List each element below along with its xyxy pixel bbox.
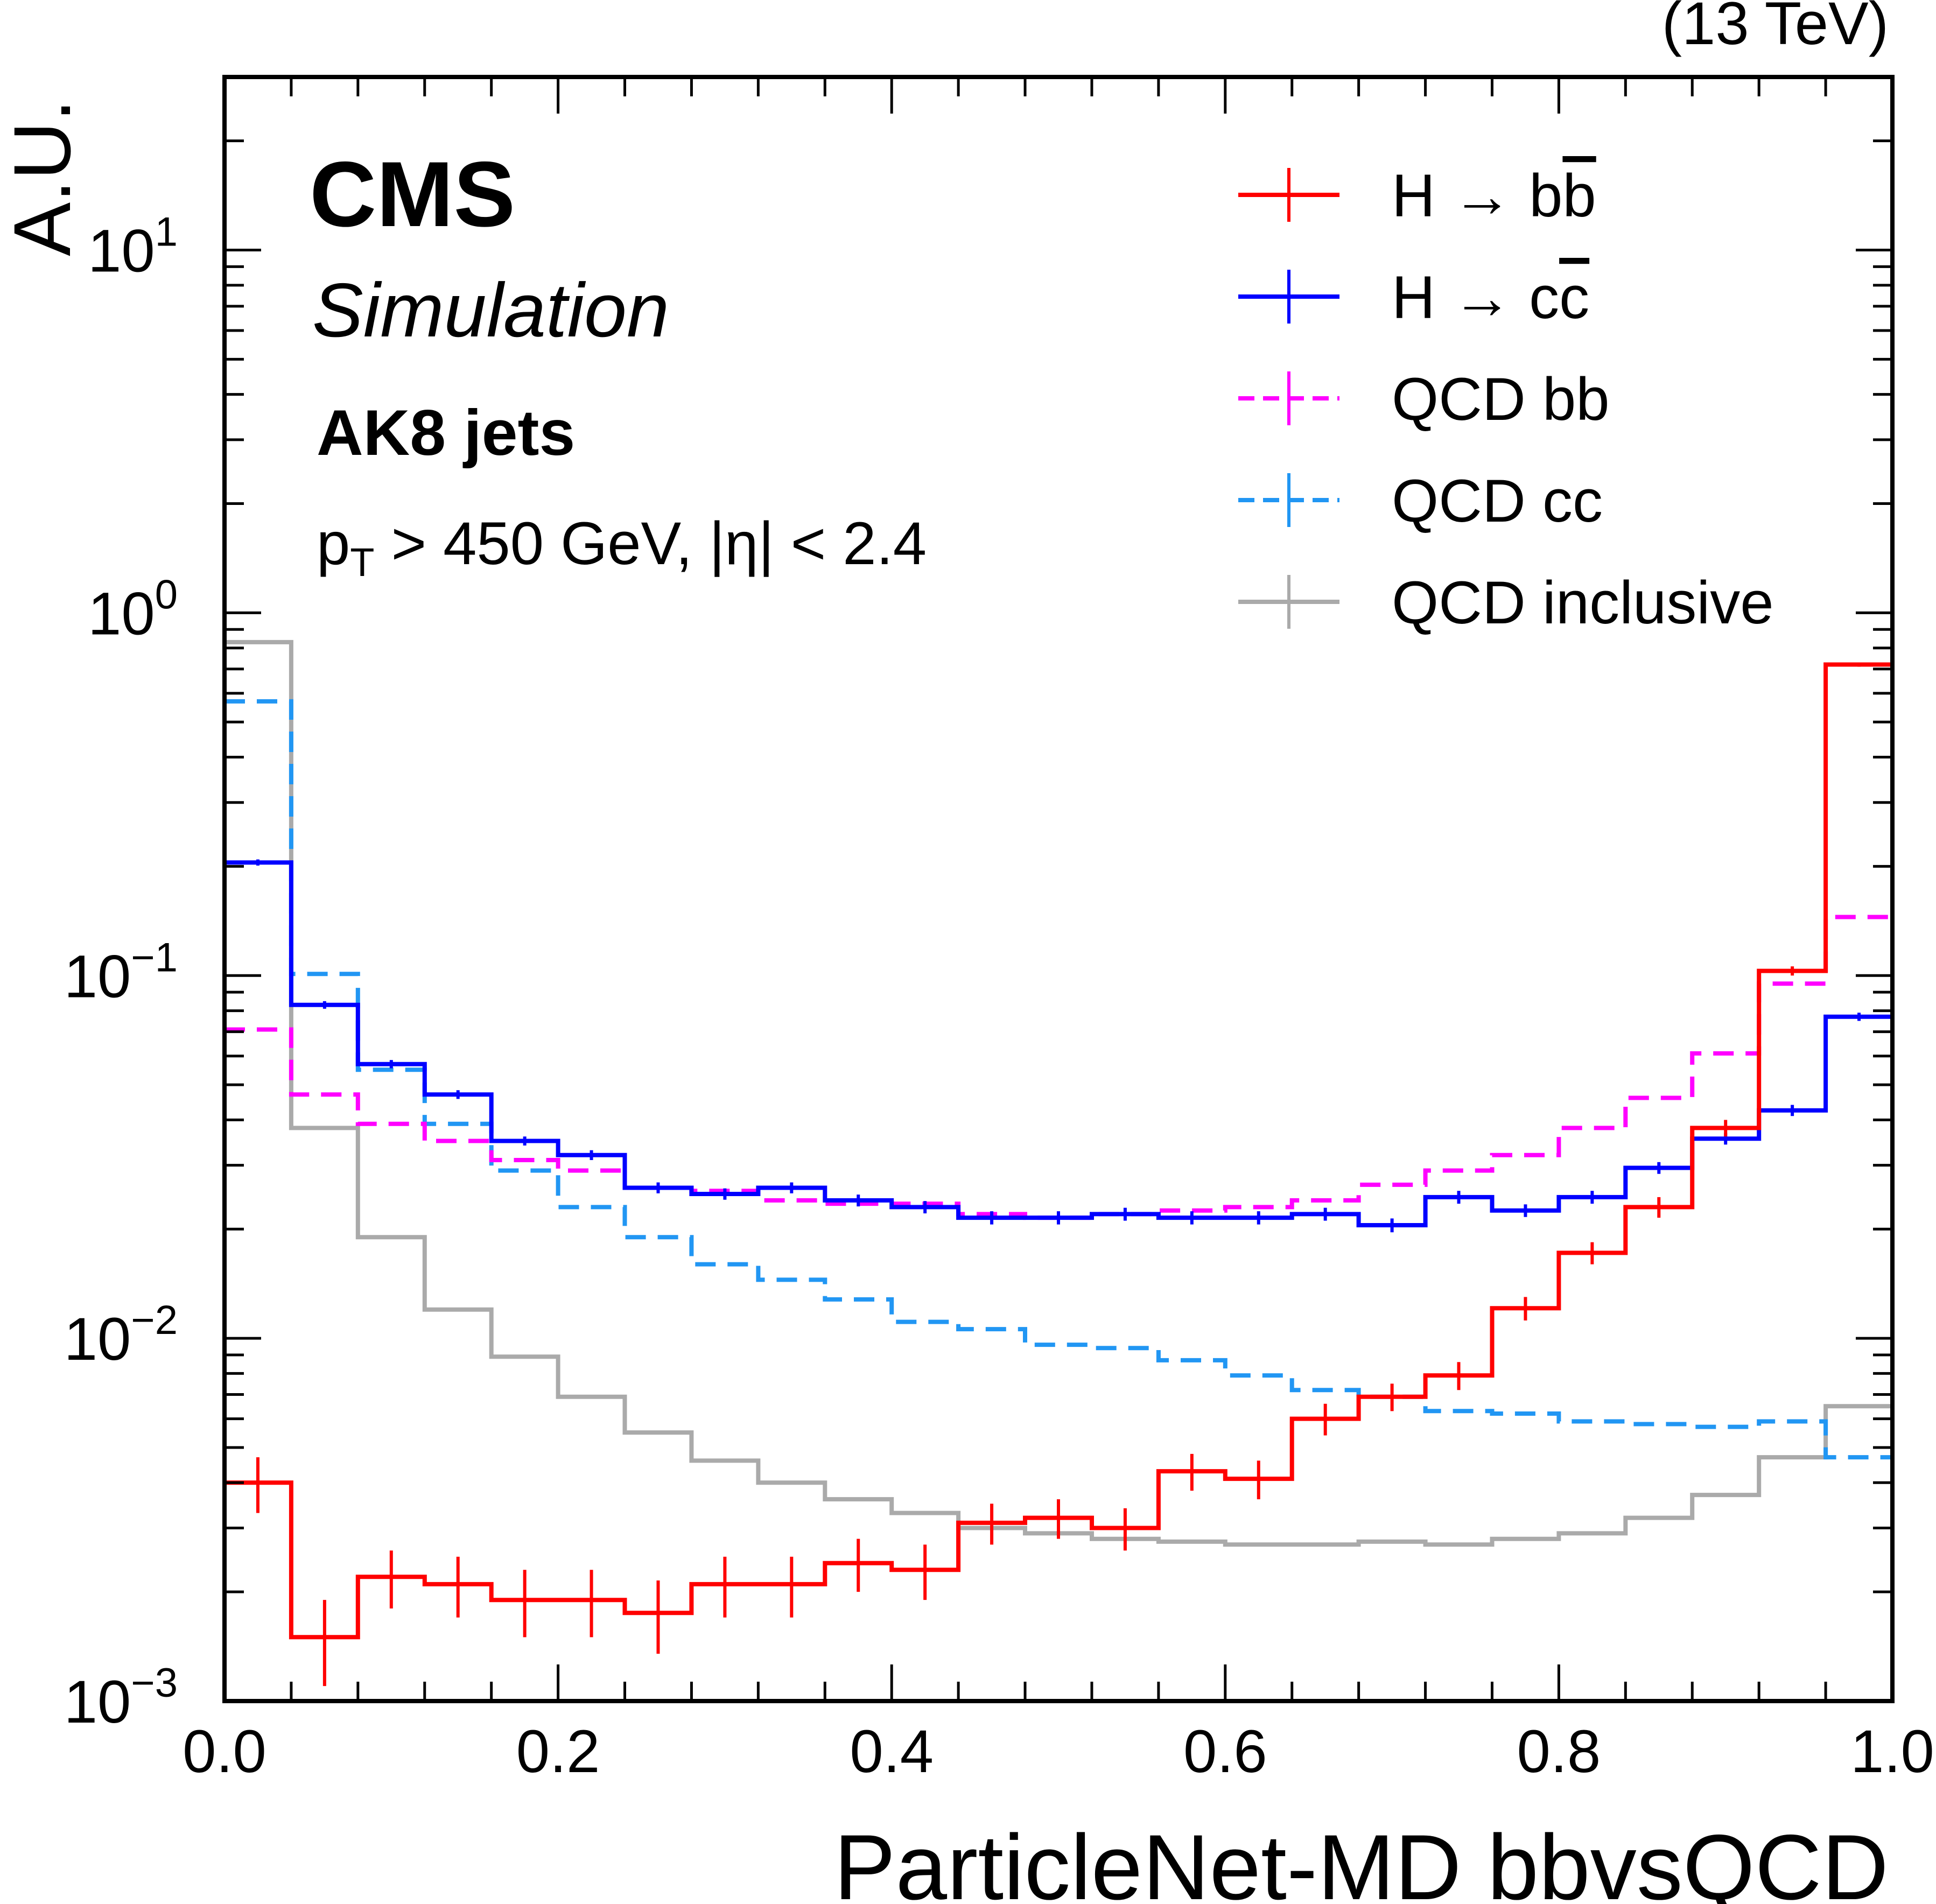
- x-tick-label: 0.6: [1183, 1718, 1267, 1785]
- series-qcdcc-line: [225, 699, 1892, 1460]
- legend-entry-qcdincl: QCD inclusive: [1238, 569, 1774, 636]
- x-tick-label: 0.2: [516, 1718, 600, 1785]
- selection-label: pT > 450 GeV, |η| < 2.4: [317, 510, 927, 585]
- status-label: Simulation: [312, 268, 669, 353]
- legend-label-qcdbb: QCD bb: [1392, 366, 1610, 433]
- legend-entry-hbb: H → bb: [1238, 162, 1596, 229]
- y-tick-label-base: 10: [64, 943, 131, 1010]
- y-tick-label: 10−3: [64, 1660, 178, 1736]
- legend-label-qcdincl: QCD inclusive: [1392, 569, 1774, 636]
- y-tick-label: 10−2: [64, 1297, 178, 1373]
- plot-frame: [222, 75, 1895, 1703]
- y-tick-label-base: 10: [88, 217, 155, 285]
- legend-label-hcc: H → cc: [1392, 264, 1589, 331]
- y-tick-label: 100: [88, 572, 178, 647]
- legend-entry-hcc: H → cc: [1238, 264, 1589, 331]
- y-tick-label-exponent: −1: [131, 935, 178, 980]
- jet-type-label: AK8 jets: [317, 397, 575, 469]
- legend-label-bar: b: [1562, 162, 1596, 229]
- x-tick-label: 0.4: [850, 1718, 934, 1785]
- series-qcdbb-line: [225, 915, 1892, 1220]
- legend-entry-qcdbb: QCD bb: [1238, 366, 1610, 433]
- selection-pt-subscript: T: [350, 540, 374, 585]
- y-tick-label-exponent: −3: [131, 1660, 178, 1706]
- selection-rest: > 450 GeV, |η| < 2.4: [375, 510, 927, 577]
- legend-label-base: H → c: [1392, 264, 1559, 331]
- y-tick-label-exponent: 0: [155, 572, 178, 617]
- legend-label-hbb: H → bb: [1392, 162, 1596, 229]
- y-tick-label: 10−1: [64, 935, 178, 1010]
- series-qcdincl-line: [225, 640, 1892, 1547]
- x-tick-label: 1.0: [1850, 1718, 1934, 1785]
- legend-label-bar: c: [1559, 264, 1589, 331]
- y-tick-label-exponent: −2: [131, 1297, 178, 1343]
- x-tick-label: 0.0: [183, 1718, 266, 1785]
- legend-entry-qcdcc: QCD cc: [1238, 467, 1603, 535]
- experiment-label: CMS: [310, 143, 515, 246]
- energy-label: (13 TeV): [1662, 0, 1889, 57]
- y-tick-label: 101: [88, 209, 178, 285]
- x-axis-label: ParticleNet-MD bbvsQCD: [834, 1816, 1889, 1904]
- series-layer: [225, 640, 1892, 1687]
- series-hbb-line: [225, 662, 1892, 1640]
- x-tick-label: 0.8: [1517, 1718, 1601, 1785]
- y-tick-label-exponent: 1: [155, 209, 178, 255]
- series-qcdcc: [225, 699, 1892, 1460]
- series-qcdbb: [225, 915, 1892, 1220]
- legend-label-base: H → b: [1392, 162, 1562, 229]
- series-qcdincl: [225, 640, 1892, 1547]
- selection-pt: p: [317, 510, 350, 577]
- ticks-layer: [223, 75, 1894, 1703]
- y-tick-label-base: 10: [88, 580, 155, 647]
- y-tick-label-base: 10: [64, 1305, 131, 1373]
- series-hbb: [225, 662, 1892, 1687]
- series-hcc: [225, 859, 1892, 1233]
- y-axis-label: A.U.: [0, 99, 87, 256]
- legend-label-qcdcc: QCD cc: [1392, 467, 1603, 535]
- y-tick-label-base: 10: [64, 1668, 131, 1736]
